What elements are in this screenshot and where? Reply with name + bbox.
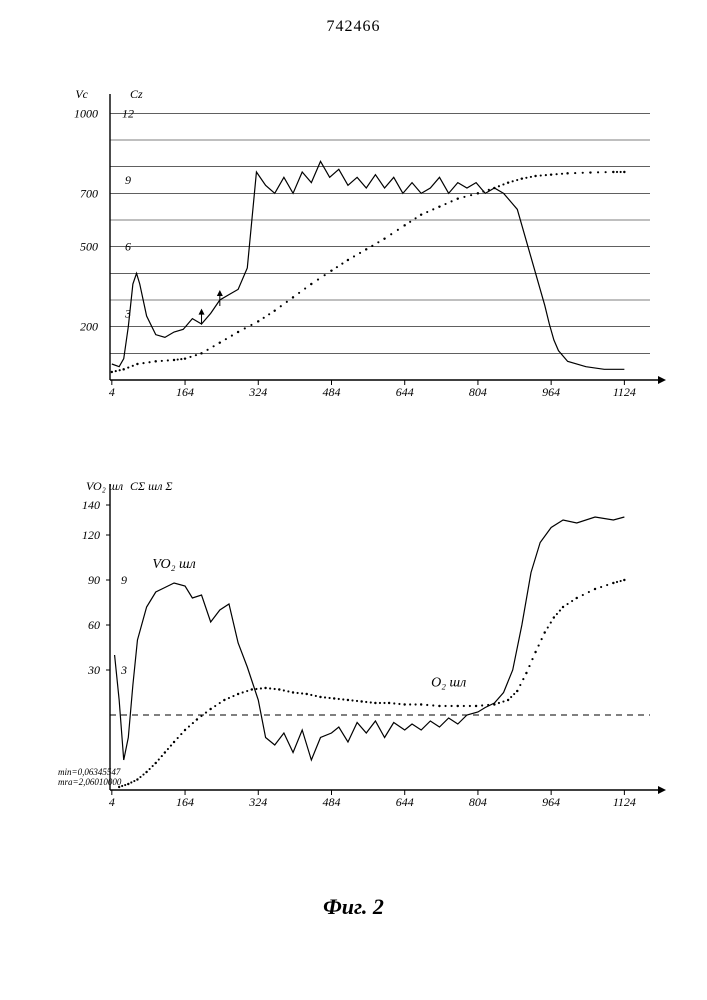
chart-bottom: 4 164 324 484 644 804 964 1124 30 60 90 120 140 3 9 VO₂… bbox=[50, 470, 670, 830]
svg-text:1000: 1000 bbox=[74, 106, 98, 120]
svg-text:324: 324 bbox=[248, 795, 267, 809]
svg-text:VO₂ шл: VO₂ шл bbox=[152, 557, 195, 572]
svg-text:min=0,06345547: min=0,06345547 bbox=[58, 767, 121, 777]
svg-text:500: 500 bbox=[80, 240, 98, 254]
svg-text:120: 120 bbox=[82, 528, 100, 542]
svg-text:9: 9 bbox=[125, 173, 131, 187]
svg-text:4: 4 bbox=[109, 385, 115, 399]
svg-text:3: 3 bbox=[120, 663, 127, 677]
svg-text:164: 164 bbox=[176, 795, 194, 809]
svg-text:804: 804 bbox=[469, 795, 487, 809]
svg-text:12: 12 bbox=[122, 106, 134, 120]
svg-text:324: 324 bbox=[248, 385, 267, 399]
svg-text:804: 804 bbox=[469, 385, 487, 399]
svg-text:1124: 1124 bbox=[613, 385, 636, 399]
svg-text:Cz: Cz bbox=[130, 87, 143, 101]
svg-text:4: 4 bbox=[109, 795, 115, 809]
svg-text:964: 964 bbox=[542, 385, 560, 399]
svg-text:mra=2,06010000: mra=2,06010000 bbox=[58, 777, 122, 787]
svg-text:CΣ шл Σ: CΣ шл Σ bbox=[130, 479, 173, 493]
svg-text:Vc: Vc bbox=[75, 87, 88, 101]
svg-text:60: 60 bbox=[88, 618, 100, 632]
svg-text:140: 140 bbox=[82, 498, 100, 512]
page: 742466 416432448464480496411242005007001… bbox=[0, 0, 707, 1000]
svg-text:644: 644 bbox=[396, 795, 414, 809]
svg-text:644: 644 bbox=[396, 385, 414, 399]
chart-top: 4164324484644804964112420050070010003691… bbox=[50, 80, 670, 420]
svg-text:200: 200 bbox=[80, 320, 98, 334]
svg-text:90: 90 bbox=[88, 573, 100, 587]
svg-text:30: 30 bbox=[87, 663, 100, 677]
svg-text:484: 484 bbox=[322, 385, 340, 399]
svg-text:1124: 1124 bbox=[613, 795, 636, 809]
svg-text:484: 484 bbox=[322, 795, 340, 809]
figure-label: Фиг. 2 bbox=[0, 894, 707, 920]
svg-text:164: 164 bbox=[176, 385, 194, 399]
svg-text:9: 9 bbox=[121, 573, 127, 587]
svg-text:VO₂ шл: VO₂ шл bbox=[86, 479, 123, 493]
svg-text:O₂ шл: O₂ шл bbox=[431, 676, 466, 691]
document-number: 742466 bbox=[0, 18, 707, 36]
svg-text:964: 964 bbox=[542, 795, 560, 809]
svg-text:700: 700 bbox=[80, 186, 98, 200]
svg-text:6: 6 bbox=[125, 240, 131, 254]
